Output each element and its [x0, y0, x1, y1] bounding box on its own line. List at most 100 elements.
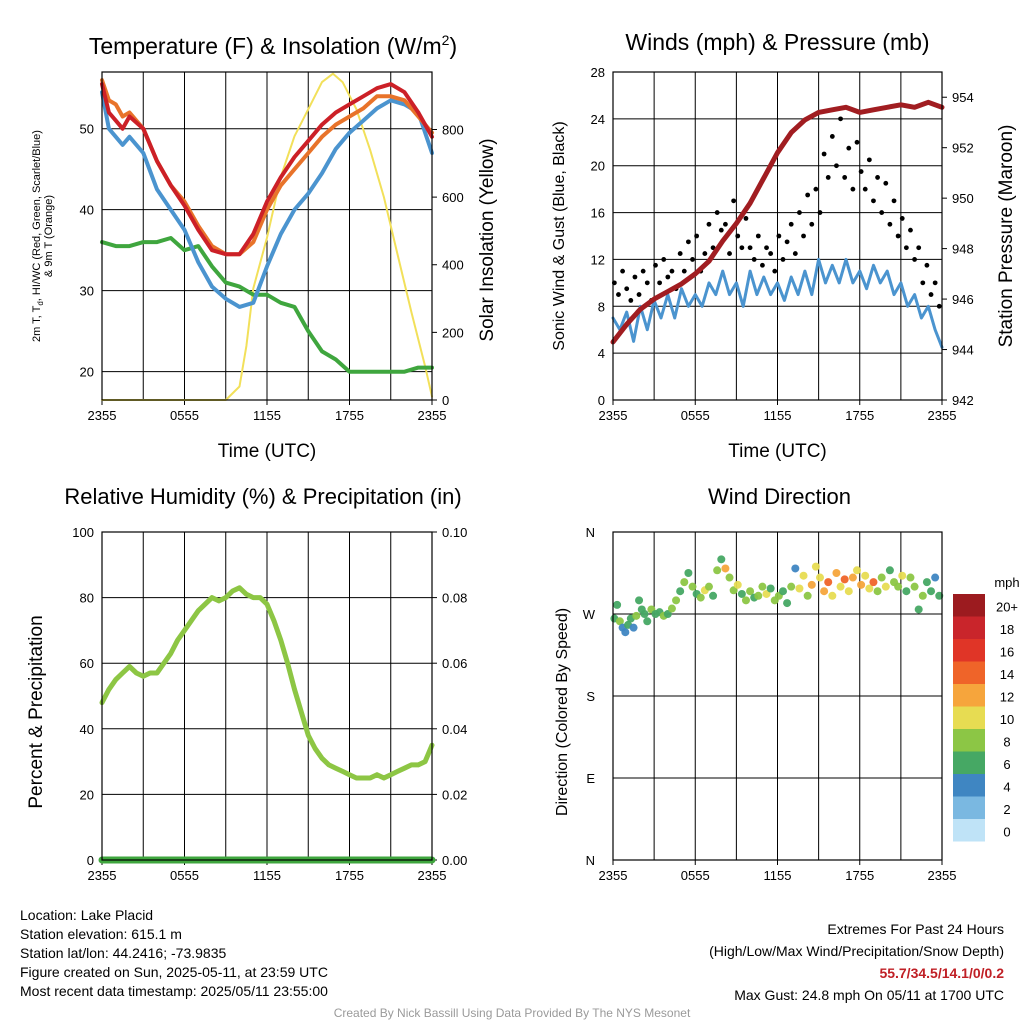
wind-direction-point [861, 571, 870, 580]
wind-direction-point [828, 591, 837, 600]
temperature-series-line [101, 72, 433, 401]
wind-direction-point [635, 596, 644, 605]
colorbar-label: 6 [1003, 757, 1010, 772]
gust-point [854, 139, 860, 145]
gust-point [858, 169, 864, 174]
gust-point [768, 251, 774, 256]
wind-direction-point [717, 555, 726, 564]
gust-point [788, 221, 794, 227]
station-latlon: Station lat/lon: 44.2416; -73.9835 [20, 945, 227, 961]
wind-direction-point [754, 591, 763, 600]
colorbar-swatch [953, 706, 985, 729]
wind-direction-point [898, 571, 907, 580]
wind-direction-point [836, 582, 845, 591]
y2-tick-label: 800 [442, 122, 464, 137]
wind-direction-point [684, 569, 693, 577]
wind-direction-point [815, 573, 824, 582]
wind-direction-point [737, 589, 746, 598]
title-superscript: 2 [442, 32, 450, 48]
gust-point [891, 198, 897, 204]
wind-direction-point [729, 586, 738, 595]
gust-point [916, 245, 922, 251]
gust-point [817, 210, 823, 215]
gust-point [636, 292, 642, 297]
colorbar-label: 12 [1000, 689, 1014, 704]
humidity-chart-title: Relative Humidity (%) & Precipitation (i… [64, 484, 461, 509]
wind-direction-point [688, 582, 697, 591]
y2-tick-label: 0.10 [442, 525, 467, 540]
colorbar-label: 4 [1003, 779, 1010, 794]
y-label-part: 2m T, T [31, 305, 43, 342]
gust-point [755, 233, 761, 239]
colorbar-swatch [953, 729, 985, 752]
y2-tick-label: 952 [952, 141, 974, 156]
plot-frame [101, 531, 433, 861]
x-tick-label: 0555 [170, 408, 199, 423]
y-tick-label: 20 [591, 159, 605, 174]
gust-point [912, 257, 917, 262]
wind-direction-point [746, 587, 755, 596]
colorbar-unit: mph [994, 575, 1019, 590]
pressure-line [610, 99, 945, 345]
x-tick-label: 1155 [253, 408, 281, 423]
gust-point [792, 251, 798, 256]
wind-direction-point [791, 564, 800, 573]
wind-direction-point [632, 611, 641, 620]
wind-direction-point [758, 582, 767, 591]
colorbar-swatch [953, 639, 985, 662]
y2-axis-label: Solar Insolation (Yellow) [477, 138, 498, 341]
gust-point [624, 286, 630, 292]
extremes-subtitle: (High/Low/Max Wind/Precipitation/Snow De… [709, 943, 1004, 959]
wind-direction-point [935, 591, 944, 600]
wind-direction-point [676, 587, 685, 596]
x-tick-label: 2355 [599, 868, 628, 883]
gust-point [875, 175, 880, 180]
direction-tick-label: E [586, 771, 595, 786]
gust-point [714, 210, 720, 215]
y-tick-label: 60 [80, 656, 94, 671]
wind-direction-panel: Wind Direction N E S W N 2355 0555 1155 1755 2355 D… [554, 484, 1020, 883]
gust-point [936, 303, 942, 309]
gust-point [632, 274, 638, 280]
wind-panel: Winds (mph) & Pressure (mb) 0 4 8 12 16 20 24 28… [551, 29, 1017, 462]
temperature-series-line [100, 82, 434, 257]
relative-humidity-line [99, 585, 435, 781]
plot-frame [612, 71, 943, 401]
gust-point [813, 186, 819, 192]
y2-tick-label: 400 [442, 258, 464, 273]
station-info: Location: Lake Placid Station elevation:… [20, 906, 328, 1001]
wind-direction-point [931, 573, 940, 582]
colorbar-swatch [953, 819, 985, 842]
colorbar-swatch [953, 774, 985, 797]
gust-point [866, 157, 872, 163]
gust-point [842, 175, 848, 180]
y-label-sub: d [36, 301, 45, 305]
wind-direction-point [766, 584, 775, 593]
wind-direction-point [844, 587, 853, 596]
wind-chart-title: Winds (mph) & Pressure (mb) [625, 29, 929, 55]
wind-direction-point [885, 566, 894, 575]
direction-tick-label: S [586, 689, 595, 704]
gust-point [694, 233, 700, 239]
gust-point [903, 245, 909, 251]
y-axis-label: Direction (Colored By Speed) [554, 608, 571, 816]
gust-point [620, 268, 625, 274]
gust-point [735, 233, 741, 239]
gust-point [727, 251, 732, 256]
wind-direction-point [873, 587, 882, 596]
temperature-chart-title: Temperature (F) & Insolation (W/m2) [89, 32, 457, 59]
gust-point [809, 221, 815, 227]
wind-direction-point [857, 580, 866, 589]
wind-direction-point [629, 623, 638, 632]
y-tick-label: 0 [598, 393, 605, 408]
wind-direction-point [918, 591, 927, 600]
colorbar-label: 18 [1000, 622, 1014, 637]
wind-direction-point [704, 582, 713, 591]
extremes-panel: Extremes For Past 24 Hours (High/Low/Max… [709, 918, 1004, 1006]
gust-point [821, 151, 827, 157]
y2-tick-label: 200 [442, 325, 464, 340]
y2-tick-label: 946 [952, 292, 974, 307]
y2-tick-label: 0.00 [442, 853, 467, 868]
colorbar-swatch [953, 796, 985, 819]
